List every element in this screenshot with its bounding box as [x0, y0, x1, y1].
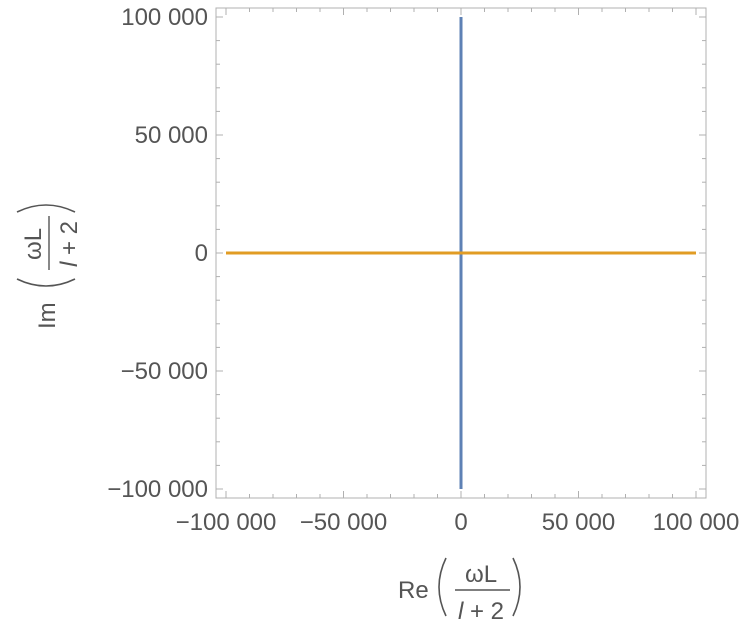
y-axis-label-numerator: ωL — [20, 228, 47, 260]
axis-ticks — [216, 8, 706, 498]
y-axis-label-denominator-rest: + 2 — [56, 221, 83, 262]
x-axis-label-left-paren — [438, 557, 447, 617]
tick-labels: −100 000 −50 000 0 50 000 100 000 −100 000 −50… — [107, 4, 739, 536]
x-axis-label-prefix: Re — [398, 577, 429, 604]
y-axis-label-denominator-var: l — [56, 261, 83, 267]
series-group — [226, 17, 696, 489]
x-axis-label-denominator-var: l — [458, 598, 464, 625]
x-tick-label: 0 — [454, 509, 467, 536]
x-tick-label: 50 000 — [542, 509, 615, 536]
x-tick-label: −100 000 — [176, 509, 277, 536]
y-axis-label: Im ωL l + 2 — [16, 204, 83, 329]
y-axis-label-prefix: Im — [34, 302, 61, 329]
y-axis-label-left-paren — [16, 278, 76, 287]
x-axis-label-denominator-rest: + 2 — [463, 598, 504, 625]
x-axis-label-numerator: ωL — [465, 561, 497, 588]
y-tick-label: 100 000 — [121, 4, 208, 31]
y-axis-label-right-paren — [16, 204, 76, 213]
y-tick-label: −50 000 — [121, 358, 208, 385]
y-tick-label: −100 000 — [107, 476, 208, 503]
x-axis-label-right-paren — [512, 557, 521, 617]
x-tick-label: −50 000 — [300, 509, 387, 536]
x-axis-label-denominator: l + 2 — [458, 598, 504, 625]
y-tick-label: 0 — [195, 240, 208, 267]
y-tick-label: 50 000 — [135, 122, 208, 149]
y-axis-label-denominator: l + 2 — [56, 221, 83, 267]
x-axis-label: Re ωL l + 2 — [398, 557, 521, 625]
x-tick-label: 100 000 — [653, 509, 740, 536]
